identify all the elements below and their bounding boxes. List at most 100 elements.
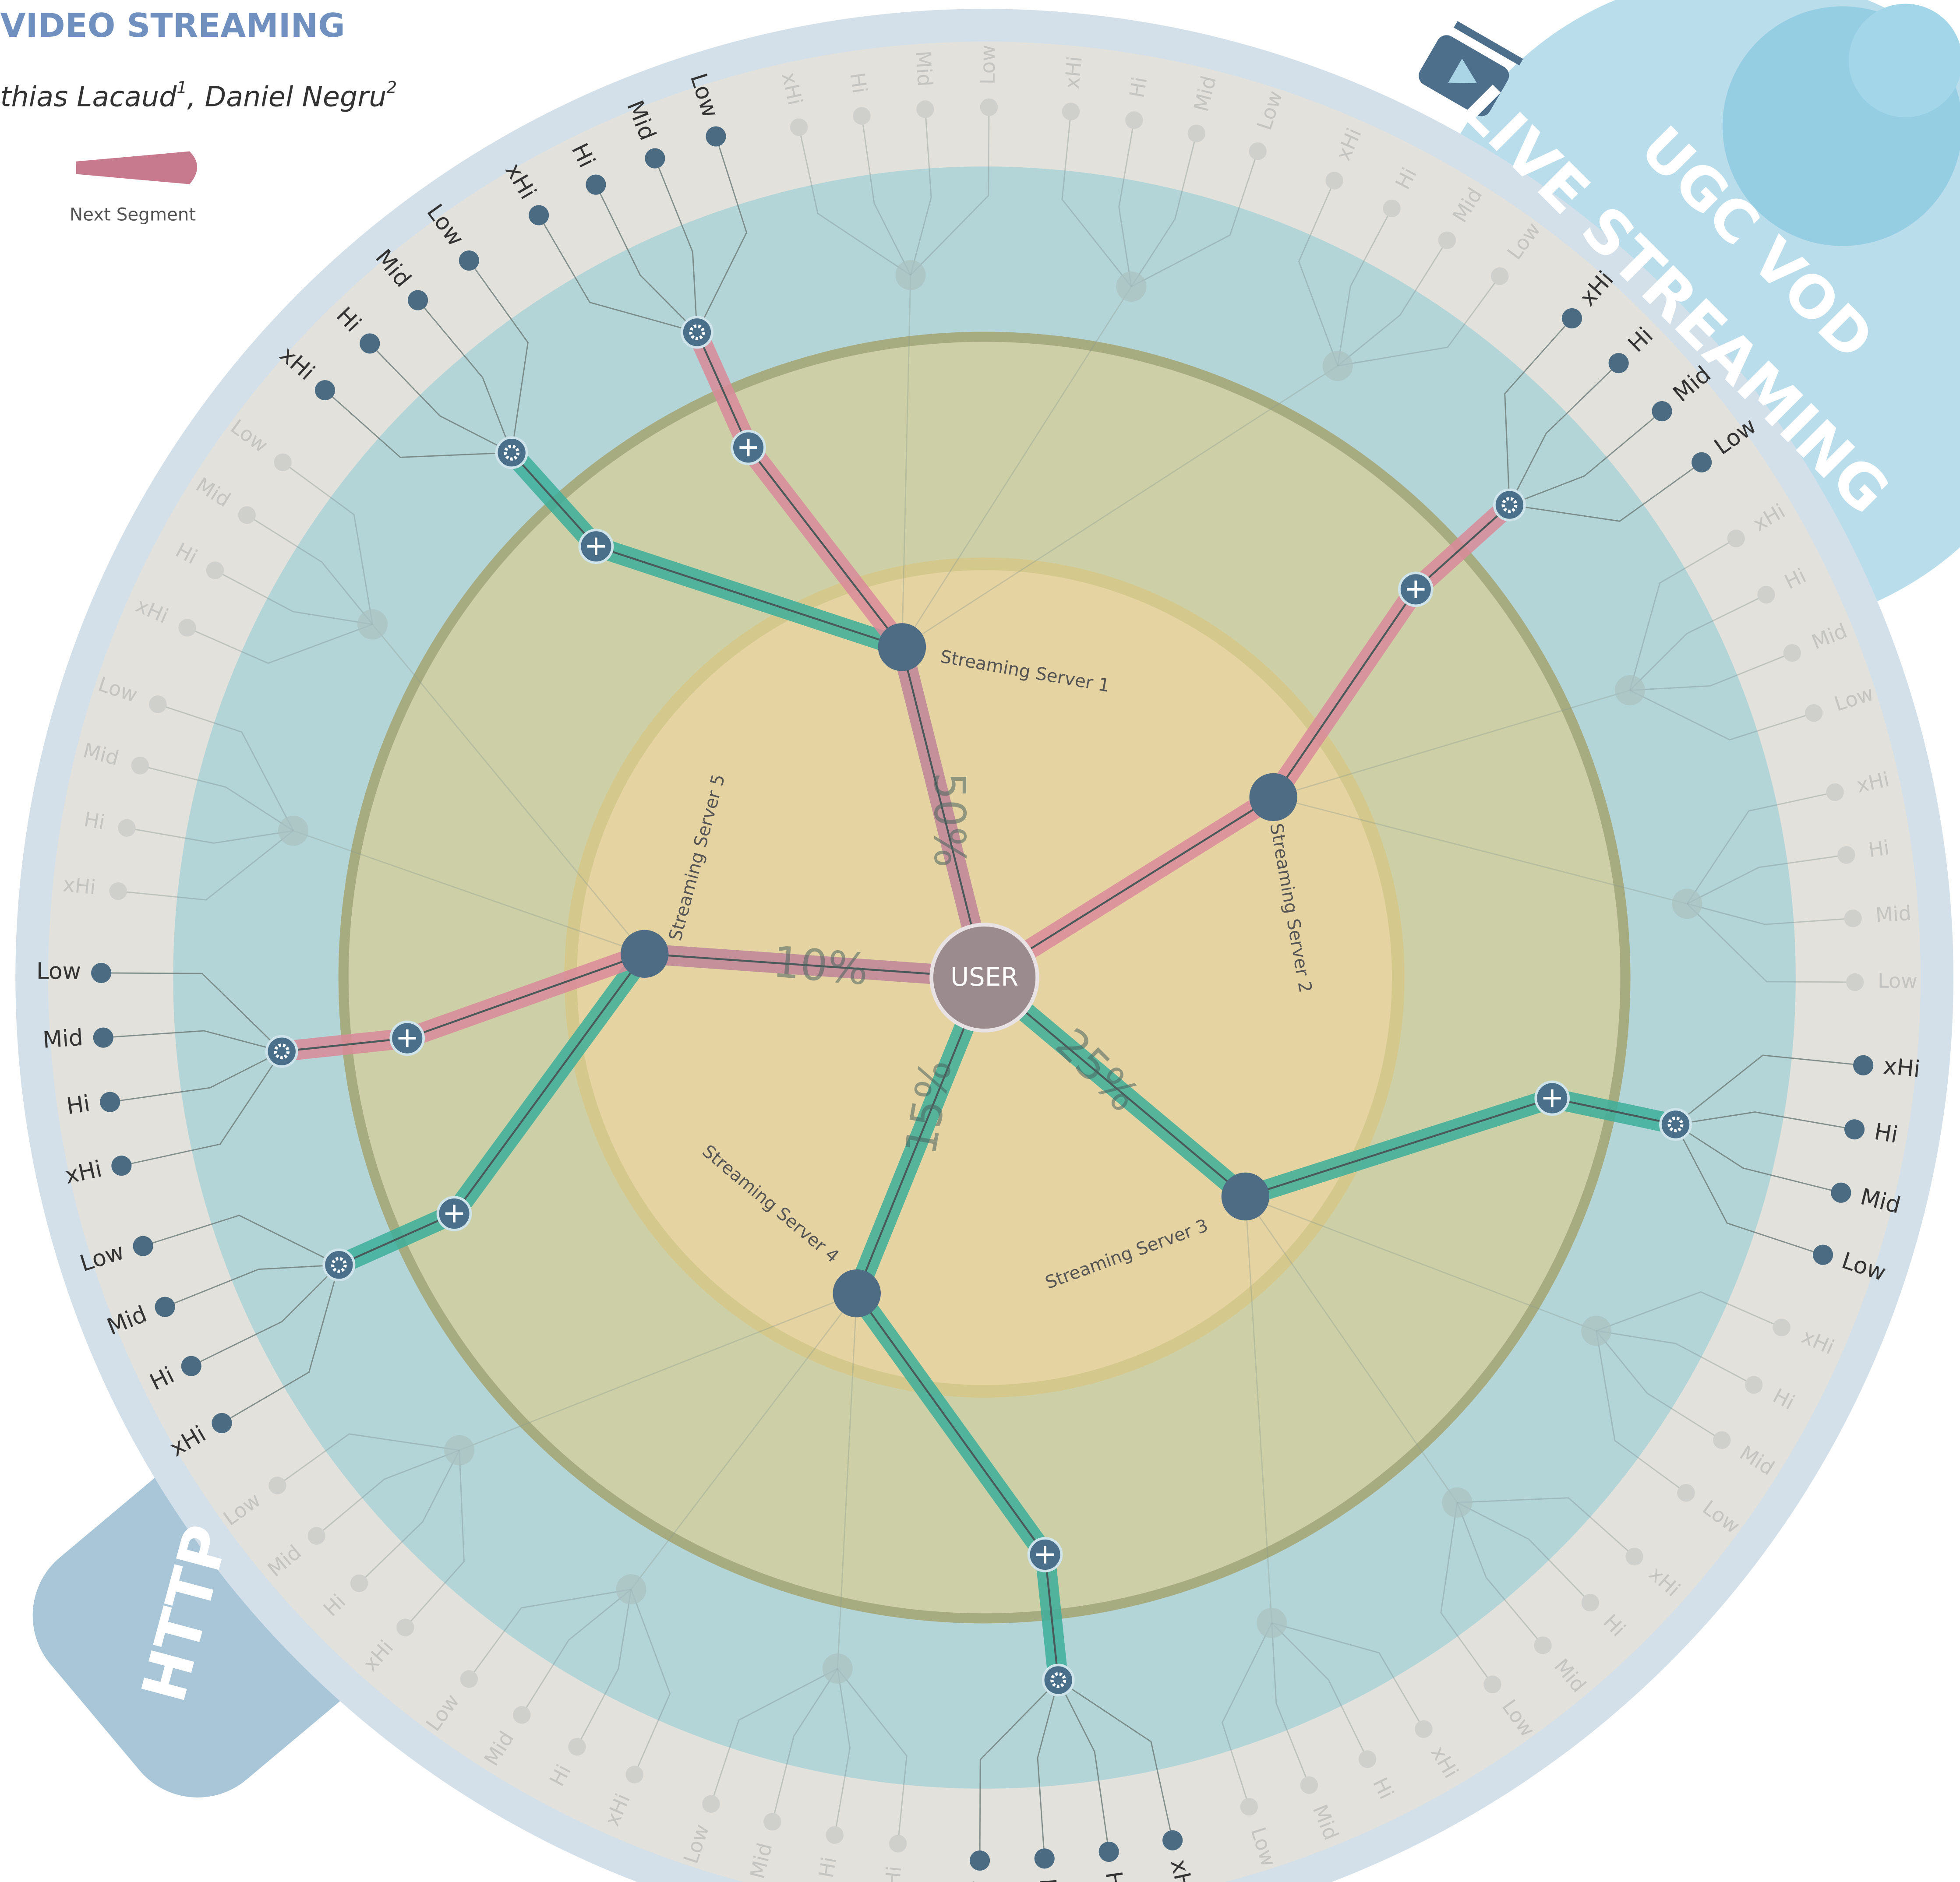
quality-dot — [111, 1156, 131, 1176]
title: VIDEO STREAMING — [0, 6, 345, 45]
quality-dot — [1773, 1318, 1790, 1336]
quality-dot — [274, 454, 291, 471]
quality-dot — [360, 333, 380, 353]
idle-hub — [1672, 888, 1702, 919]
quality-label: xHi — [879, 1865, 906, 1882]
badge-blob — [1849, 4, 1960, 117]
quality-dot — [1099, 1842, 1119, 1862]
share-label: 50% — [924, 772, 974, 868]
quality-dot — [1745, 1376, 1762, 1393]
quality-dot — [93, 1028, 113, 1048]
quality-dot — [625, 1766, 643, 1783]
quality-dot — [118, 819, 135, 837]
quality-label: Hi — [82, 807, 107, 834]
quality-dot — [1844, 909, 1861, 927]
quality-dot — [1727, 530, 1745, 547]
quality-dot — [889, 1835, 907, 1852]
quality-dot — [396, 1618, 414, 1636]
adaptation-node — [267, 1036, 297, 1067]
idle-hub — [1581, 1316, 1611, 1346]
quality-label: xHi — [1060, 55, 1087, 90]
quality-dot — [1692, 452, 1712, 472]
idle-hub — [444, 1435, 474, 1465]
quality-dot — [181, 1356, 201, 1376]
quality-dot — [1062, 103, 1080, 120]
quality-dot — [1383, 200, 1401, 217]
quality-dot — [1826, 783, 1843, 801]
quality-dot — [790, 118, 808, 136]
quality-label: Mid — [1875, 901, 1912, 927]
adaptation-node — [1660, 1109, 1691, 1139]
quality-label: Mid — [911, 50, 937, 87]
quality-dot — [763, 1813, 781, 1830]
quality-dot — [238, 506, 256, 524]
adaptation-node — [497, 437, 527, 468]
quality-dot — [459, 250, 479, 271]
quality-dot — [1359, 1750, 1376, 1768]
quality-dot — [212, 1413, 232, 1433]
quality-dot — [1783, 644, 1801, 662]
quality-label: Hi — [1125, 75, 1151, 99]
quality-dot — [109, 882, 127, 900]
quality-dot — [1844, 1119, 1865, 1139]
idle-hub — [895, 260, 925, 290]
quality-dot — [980, 99, 998, 116]
quality-dot — [149, 695, 166, 713]
quality-dot — [916, 100, 934, 118]
quality-label: Hi — [1867, 835, 1891, 862]
quality-dot — [970, 1850, 990, 1871]
idle-hub — [1442, 1487, 1472, 1518]
server-node — [1222, 1173, 1269, 1220]
quality-dot — [1300, 1776, 1318, 1794]
quality-dot — [645, 148, 665, 169]
quality-label: xHi — [1882, 1053, 1921, 1083]
quality-dot — [1609, 353, 1629, 373]
affiliation: 2 — [386, 78, 397, 97]
quality-dot — [1625, 1548, 1643, 1565]
quality-dot — [1188, 125, 1205, 142]
adaptation-node — [1494, 490, 1525, 520]
quality-dot — [1125, 111, 1143, 129]
quality-label: Hi — [1872, 1119, 1900, 1149]
idle-hub — [1323, 351, 1353, 381]
quality-dot — [1805, 704, 1822, 722]
author: thias Lacaud — [0, 80, 177, 113]
author: , Daniel Negru — [187, 80, 386, 113]
quality-dot — [460, 1670, 478, 1688]
quality-dot — [131, 757, 149, 774]
quality-dot — [1240, 1798, 1258, 1815]
authors: thias Lacaud1, Daniel Negru2 — [0, 78, 397, 113]
idle-hub — [823, 1653, 853, 1684]
quality-dot — [1438, 232, 1456, 249]
quality-dot — [1415, 1720, 1432, 1738]
legend-swatch — [76, 152, 197, 184]
quality-dot — [1582, 1594, 1599, 1611]
quality-dot — [706, 126, 726, 146]
quality-label: Low — [1878, 969, 1918, 993]
quality-dot — [1713, 1431, 1730, 1449]
server-node — [621, 930, 668, 978]
idle-hub — [616, 1574, 646, 1604]
quality-dot — [1534, 1636, 1551, 1654]
quality-dot — [315, 380, 335, 400]
quality-dot — [91, 963, 111, 983]
quality-dot — [702, 1795, 720, 1813]
quality-dot — [1837, 846, 1855, 863]
quality-dot — [1491, 267, 1508, 285]
quality-dot — [1483, 1676, 1501, 1693]
quality-dot — [529, 205, 549, 225]
quality-dot — [133, 1236, 153, 1256]
quality-dot — [1853, 1055, 1873, 1075]
quality-dot — [568, 1738, 586, 1755]
legend-label: Next Segment — [70, 204, 196, 225]
quality-dot — [408, 290, 428, 310]
adaptation-node — [324, 1250, 354, 1280]
idle-hub — [278, 816, 308, 846]
adaptation-node — [682, 317, 712, 347]
quality-label: Hi — [814, 1855, 841, 1879]
quality-dot — [1325, 172, 1343, 189]
quality-dot — [1677, 1484, 1695, 1501]
quality-dot — [268, 1477, 286, 1494]
server-node — [878, 623, 926, 671]
quality-label: Low — [976, 45, 999, 85]
